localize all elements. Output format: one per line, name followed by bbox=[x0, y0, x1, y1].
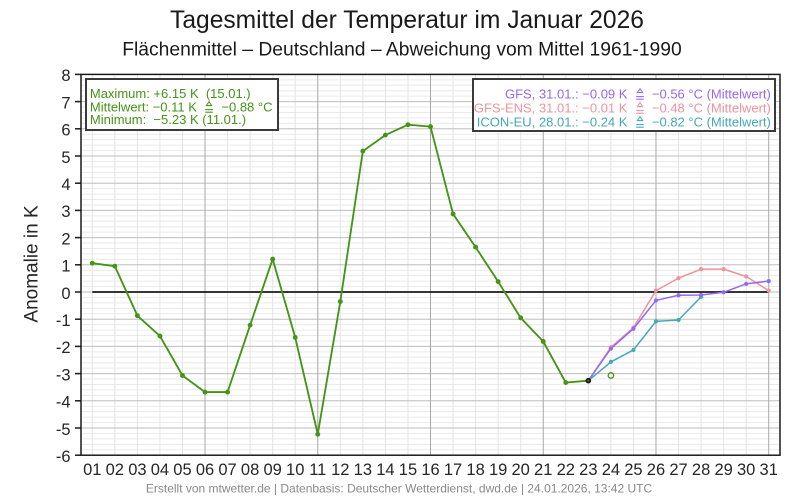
svg-text:30: 30 bbox=[737, 461, 755, 479]
svg-text:2: 2 bbox=[61, 230, 70, 248]
svg-text:31: 31 bbox=[760, 461, 778, 479]
svg-text:8: 8 bbox=[61, 67, 70, 85]
svg-text:25: 25 bbox=[624, 461, 642, 479]
svg-text:27: 27 bbox=[669, 461, 687, 479]
svg-text:7: 7 bbox=[61, 94, 70, 112]
svg-text:22: 22 bbox=[557, 461, 575, 479]
svg-text:14: 14 bbox=[376, 461, 394, 479]
svg-text:07: 07 bbox=[218, 461, 236, 479]
svg-text:26: 26 bbox=[647, 461, 665, 479]
svg-text:03: 03 bbox=[128, 461, 146, 479]
svg-text:Erstellt von mtwetter.de | Dat: Erstellt von mtwetter.de | Datenbasis: D… bbox=[146, 482, 653, 496]
svg-text:06: 06 bbox=[196, 461, 214, 479]
svg-text:19: 19 bbox=[489, 461, 507, 479]
svg-text:Flächenmittel – Deutschland –: Flächenmittel – Deutschland – Abweichung… bbox=[122, 40, 681, 61]
svg-text:15: 15 bbox=[399, 461, 417, 479]
svg-text:29: 29 bbox=[714, 461, 732, 479]
svg-text:17: 17 bbox=[444, 461, 462, 479]
svg-text:-5: -5 bbox=[56, 421, 71, 439]
svg-text:09: 09 bbox=[263, 461, 281, 479]
svg-text:Anomalie in K: Anomalie in K bbox=[21, 205, 42, 323]
svg-text:11: 11 bbox=[309, 461, 326, 479]
svg-text:13: 13 bbox=[354, 461, 372, 479]
svg-text:4: 4 bbox=[61, 176, 70, 194]
svg-text:02: 02 bbox=[106, 461, 124, 479]
svg-text:10: 10 bbox=[286, 461, 304, 479]
svg-text:0: 0 bbox=[61, 285, 70, 303]
svg-text:-6: -6 bbox=[56, 448, 71, 466]
svg-text:-1: -1 bbox=[56, 312, 71, 330]
svg-text:Tagesmittel der Temperatur im: Tagesmittel der Temperatur im Januar 202… bbox=[170, 7, 644, 34]
svg-text:08: 08 bbox=[241, 461, 259, 479]
svg-text:3: 3 bbox=[61, 203, 70, 221]
svg-text:1: 1 bbox=[61, 258, 70, 276]
svg-text:16: 16 bbox=[421, 461, 439, 479]
svg-text:12: 12 bbox=[331, 461, 349, 479]
svg-text:21: 21 bbox=[534, 461, 552, 479]
svg-text:04: 04 bbox=[151, 461, 169, 479]
svg-text:-3: -3 bbox=[56, 366, 71, 384]
svg-text:28: 28 bbox=[692, 461, 710, 479]
svg-text:-4: -4 bbox=[56, 394, 71, 412]
svg-text:-2: -2 bbox=[56, 339, 71, 357]
svg-text:23: 23 bbox=[579, 461, 597, 479]
svg-text:5: 5 bbox=[61, 149, 70, 167]
svg-text:24: 24 bbox=[602, 461, 620, 479]
svg-text:20: 20 bbox=[512, 461, 530, 479]
svg-text:01: 01 bbox=[83, 461, 101, 479]
svg-text:18: 18 bbox=[466, 461, 484, 479]
svg-text:05: 05 bbox=[173, 461, 191, 479]
svg-text:6: 6 bbox=[61, 122, 70, 140]
